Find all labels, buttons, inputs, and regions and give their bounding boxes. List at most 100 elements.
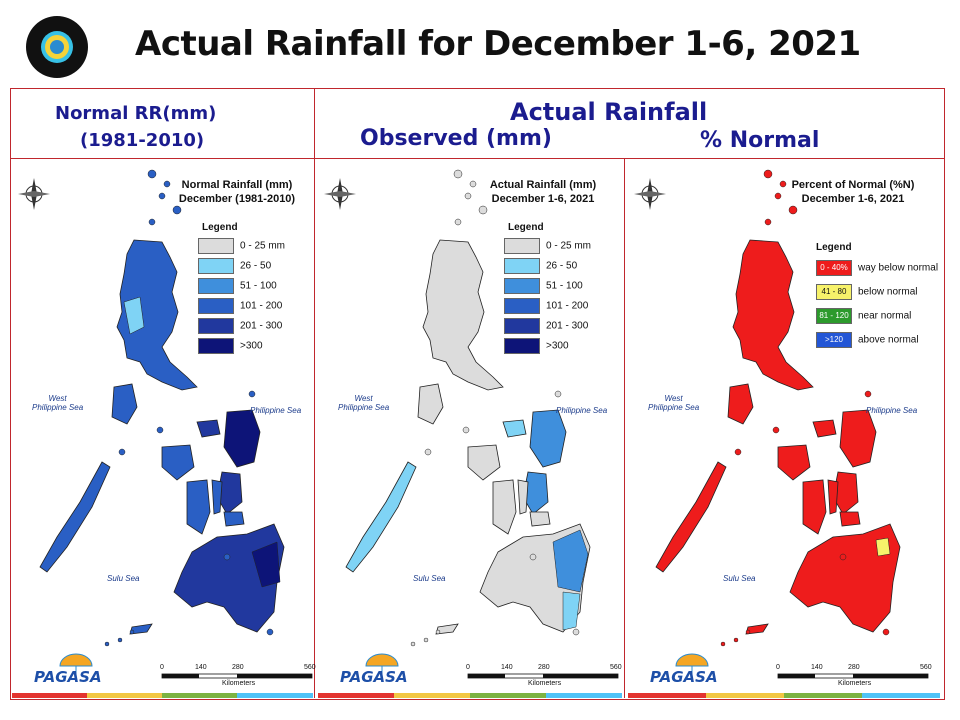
page-title: Actual Rainfall for December 1-6, 2021 [135, 24, 861, 64]
footer-stripe-green [162, 693, 237, 698]
scale-label: 280 [848, 664, 860, 671]
small-island [720, 641, 726, 647]
small-island [129, 629, 135, 635]
scale-label: 560 [920, 664, 932, 671]
legend-label: >300 [240, 340, 263, 352]
scale-label: 280 [538, 664, 550, 671]
island-bohol [223, 511, 245, 527]
map-title-line1: Percent of Normal (%N) [791, 179, 915, 191]
mindanao-light-zone [562, 591, 581, 631]
scale-label: 140 [195, 664, 207, 671]
footer-stripe-green-2 [470, 693, 546, 698]
small-island [763, 169, 773, 179]
small-island [462, 426, 470, 434]
legend-item: >300 [504, 338, 569, 354]
legend-swatch: >120 [816, 332, 852, 348]
luzon-light-zone [123, 296, 145, 335]
sea-west-line1: West [354, 394, 373, 403]
small-island [266, 628, 274, 636]
island-cebu [517, 479, 529, 515]
island-mindoro [727, 383, 754, 425]
sea-label-east: Philippine Sea [250, 406, 302, 415]
small-island [764, 218, 772, 226]
actual-rainfall-header: Actual Rainfall [510, 98, 708, 126]
below-normal-zone [875, 537, 891, 557]
pagasa-logo-text: PAGASA [650, 668, 718, 686]
island-cebu [827, 479, 839, 515]
compass-rose-icon [324, 178, 356, 210]
island-palawan [39, 461, 111, 573]
island-masbate [502, 419, 527, 438]
legend-item: 101 - 200 [504, 298, 588, 314]
legend-label: way below normal [858, 262, 939, 274]
island-cebu [211, 479, 223, 515]
island-samar [223, 409, 261, 468]
sea-label-west: West Philippine Sea [338, 394, 389, 412]
legend-swatch [504, 238, 540, 254]
content-frame [10, 88, 945, 700]
sea-west-line2: Philippine Sea [32, 403, 84, 412]
small-island [104, 641, 110, 647]
small-island [172, 205, 182, 215]
small-island [864, 390, 872, 398]
footer-stripe-blue [237, 693, 313, 698]
scale-label: 560 [304, 664, 316, 671]
small-island [839, 553, 847, 561]
map-title-line1: Normal Rainfall (mm) [181, 179, 293, 191]
island-luzon [116, 239, 198, 391]
small-island [882, 628, 890, 636]
column-divider-2 [624, 158, 625, 698]
sea-label-east: Philippine Sea [866, 406, 918, 415]
legend-label: 51 - 100 [546, 280, 583, 292]
map-percent [634, 169, 929, 679]
scale-bar [467, 673, 619, 679]
small-island [572, 628, 580, 636]
small-island [464, 192, 472, 200]
island-mindanao [789, 523, 901, 633]
umbrella-logo-icon [365, 653, 399, 674]
map-observed [324, 169, 619, 679]
scale-label: 140 [811, 664, 823, 671]
legend-item: 41 - 80 below normal [816, 284, 917, 300]
island-luzon [422, 239, 504, 391]
compass-rose-icon [634, 178, 666, 210]
umbrella-logo-icon [59, 653, 93, 674]
scale-unit: Kilometers [838, 680, 872, 687]
small-island [454, 218, 462, 226]
map-title: Normal Rainfall (mm) December (1981-2010) [162, 178, 312, 206]
legend-label: 201 - 300 [546, 320, 589, 332]
legend-title: Legend [202, 222, 238, 233]
island-negros [186, 479, 211, 535]
map-title-line1: Actual Rainfall (mm) [489, 179, 597, 191]
legend-swatch [504, 298, 540, 314]
small-island [435, 629, 441, 635]
legend-label: near normal [858, 310, 912, 322]
island-bohol [839, 511, 861, 527]
small-island [158, 192, 166, 200]
small-island [469, 180, 477, 188]
legend-item: 51 - 100 [504, 278, 583, 294]
legend-swatch [504, 258, 540, 274]
legend-item: 26 - 50 [504, 258, 577, 274]
scale-label: 0 [466, 664, 470, 671]
legend-swatch [198, 318, 234, 334]
compass-rose-icon [18, 178, 50, 210]
scale-label: 0 [776, 664, 780, 671]
scale-label: 560 [610, 664, 622, 671]
mindanao-dark-zone [251, 541, 281, 588]
header-divider [10, 158, 944, 159]
map-title-line2: December 1-6, 2021 [491, 193, 595, 205]
sea-west-line1: West [664, 394, 683, 403]
island-luzon [732, 239, 814, 391]
legend-swatch [198, 278, 234, 294]
small-island [478, 205, 488, 215]
small-island [779, 180, 787, 188]
legend-item: 81 - 120 near normal [816, 308, 911, 324]
legend-label: 0 - 25 mm [240, 240, 286, 252]
legend-label: above normal [858, 334, 919, 346]
island-bohol [529, 511, 551, 527]
small-island [734, 448, 742, 456]
footer-stripe-yellow-3 [706, 693, 784, 698]
small-island [118, 448, 126, 456]
island-negros [492, 479, 517, 535]
